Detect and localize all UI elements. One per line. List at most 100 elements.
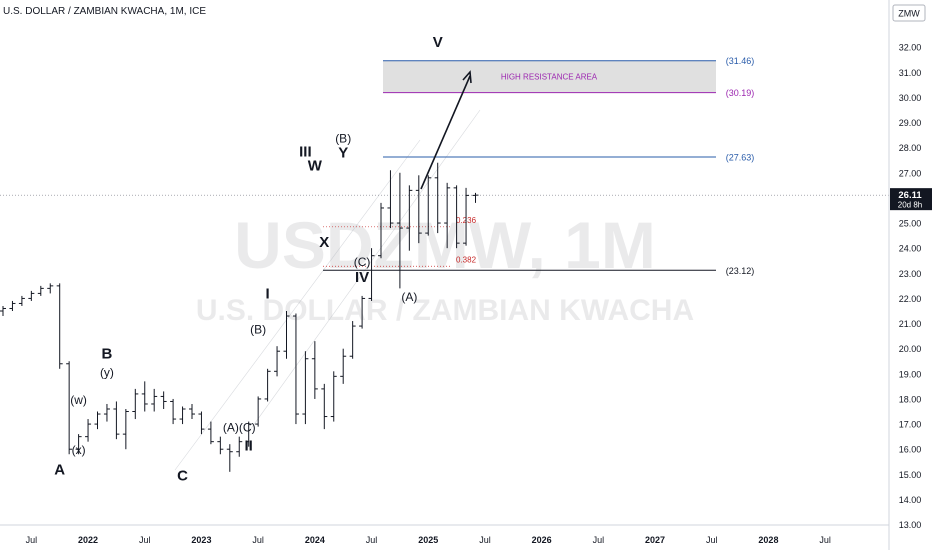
x-tick-label: 2027 xyxy=(645,535,665,545)
ohlc-bar xyxy=(302,351,309,425)
ohlc-bar xyxy=(160,391,167,410)
ohlc-bar xyxy=(28,290,35,301)
channel-line-lower xyxy=(174,139,421,471)
ohlc-bar xyxy=(198,411,205,435)
wave-label-0: A xyxy=(54,461,65,478)
projection-arrow-shaft xyxy=(420,75,471,190)
wave-label-18: V xyxy=(433,34,443,51)
ohlc-bar xyxy=(85,419,92,442)
projection-arrow-head xyxy=(462,70,472,84)
ohlc-bar xyxy=(396,172,403,289)
ohlc-bar xyxy=(453,185,460,249)
ohlc-bar xyxy=(444,182,451,249)
ohlc-bar xyxy=(103,403,110,422)
x-tick-label: 2024 xyxy=(305,535,325,545)
resistance-zone-label: HIGH RESISTANCE AREA xyxy=(501,73,598,82)
price-axis[interactable]: 13.00 14.00 15.00 16.00 17.00 18.00 19.00 20.00… xyxy=(888,0,932,550)
resistance-zone xyxy=(383,60,716,93)
y-tick-label: 32.00 xyxy=(899,43,922,53)
y-tick-label: 29.00 xyxy=(899,118,922,128)
price-tag-value: 26.11 xyxy=(898,190,922,201)
ohlc-bar xyxy=(113,401,120,440)
price-tag-countdown: 20d 8h xyxy=(898,201,922,210)
wave-label-5: C xyxy=(177,468,188,485)
ohlc-bar xyxy=(434,162,441,234)
resistance-zone-layer: HIGH RESISTANCE AREA xyxy=(383,60,716,93)
wave-label-13: (A) xyxy=(401,290,417,304)
projection-arrow-layer xyxy=(420,70,472,190)
level-label-3: (23.12) xyxy=(726,266,755,276)
wave-label-11: W xyxy=(308,157,323,174)
wave-label-7: (B) xyxy=(250,323,266,337)
fib-label-1: 0.382 xyxy=(456,255,477,264)
y-tick-label: 14.00 xyxy=(899,495,922,505)
ohlc-bar xyxy=(37,285,44,296)
currency-badge-label: ZMW xyxy=(898,9,920,19)
y-tick-label: 16.00 xyxy=(899,445,922,455)
ohlc-bar xyxy=(132,388,139,420)
ohlc-bar xyxy=(179,406,186,425)
x-tick-label: Jul xyxy=(366,535,378,545)
wave-label-10: III xyxy=(299,143,312,160)
x-tick-label: Jul xyxy=(139,535,151,545)
wave-label-8: (A)(C) xyxy=(223,421,256,435)
y-tick-label: 25.00 xyxy=(899,219,922,229)
wave-label-9: II xyxy=(245,437,253,454)
y-tick-label: 21.00 xyxy=(899,319,922,329)
y-tick-label: 24.00 xyxy=(899,244,922,254)
ohlc-bar xyxy=(245,421,252,447)
price-tag-box xyxy=(890,188,932,211)
ohlc-bar xyxy=(330,371,337,422)
ohlc-bar xyxy=(425,175,432,236)
y-tick-label: 22.00 xyxy=(899,294,922,304)
ohlc-bars xyxy=(0,162,479,472)
x-tick-label: 2028 xyxy=(758,535,778,545)
ohlc-bar xyxy=(170,398,177,425)
y-tick-label: 31.00 xyxy=(899,68,922,78)
y-tick-label: 23.00 xyxy=(899,269,922,279)
wave-label-2: (w) xyxy=(70,393,87,407)
ohlc-bar xyxy=(406,185,413,251)
wave-label-1: (x) xyxy=(72,443,86,457)
currency-badge[interactable] xyxy=(892,4,926,22)
channel-layer xyxy=(0,109,889,471)
watermark-name: U.S. DOLLAR / ZAMBIAN KWACHA xyxy=(196,294,694,327)
time-axis[interactable]: Jul 2022 Jul 2023 Jul 2024 Jul 2025 Jul 2026 Jul 20… xyxy=(0,524,889,545)
ohlc-bar xyxy=(321,383,328,430)
wave-label-4: B xyxy=(102,346,113,363)
ohlc-bar xyxy=(359,295,366,329)
y-tick-label: 19.00 xyxy=(899,369,922,379)
y-tick-label: 13.00 xyxy=(899,520,922,530)
ohlc-bar xyxy=(226,444,233,472)
x-tick-label: 2025 xyxy=(418,535,438,545)
ohlc-bar xyxy=(283,310,290,359)
wave-label-15: Y xyxy=(338,145,348,162)
ohlc-bar xyxy=(0,305,6,317)
ohlc-bar xyxy=(311,341,318,399)
level-label-2: (27.63) xyxy=(726,152,755,162)
y-tick-label: 27.00 xyxy=(899,168,922,178)
wave-label-3: (y) xyxy=(100,365,114,379)
x-tick-label: Jul xyxy=(26,535,38,545)
ohlc-bar xyxy=(292,313,299,425)
ohlc-bar xyxy=(368,248,375,301)
x-tick-label: 2026 xyxy=(532,535,552,545)
level-label-0: (31.46) xyxy=(726,56,755,66)
y-tick-label: 15.00 xyxy=(899,470,922,480)
y-tick-label: 17.00 xyxy=(899,420,922,430)
ohlc-bar xyxy=(141,381,148,412)
watermark-symbol: USDZMW, 1M xyxy=(234,208,656,282)
ohlc-bar xyxy=(66,361,73,455)
x-tick-label: 2023 xyxy=(191,535,211,545)
y-tick-label: 18.00 xyxy=(899,394,922,404)
wave-labels: A(x)(w)(y)BCI(B)(A)(C)IIIIIWX(A)(B)Y(C)I… xyxy=(54,34,442,484)
wave-label-12: X xyxy=(319,234,329,251)
y-tick-label: 28.00 xyxy=(899,143,922,153)
ohlc-bar xyxy=(75,434,82,455)
ohlc-bar xyxy=(189,403,195,420)
wave-label-17: IV xyxy=(355,269,369,286)
ohlc-bar xyxy=(217,436,224,455)
ohlc-bar xyxy=(122,409,129,450)
